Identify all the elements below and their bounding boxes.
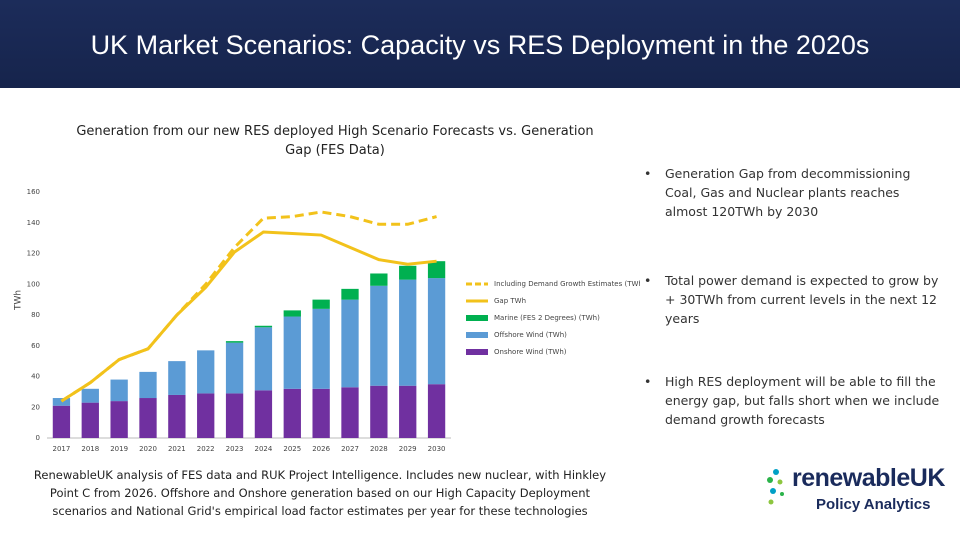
bullet: • Total power demand is expected to grow …: [644, 273, 939, 326]
legend-label: Gap TWh: [494, 297, 526, 305]
line-series: [60, 230, 437, 403]
x-tick-label: 2021: [168, 445, 186, 453]
bar-segment: [312, 299, 330, 309]
bar-segment: [283, 316, 301, 389]
x-tick-label: 2026: [312, 445, 330, 453]
bullet: • High RES deployment will be able to fil…: [644, 374, 940, 427]
bar-segment: [312, 388, 330, 438]
bar-segment: [52, 398, 71, 406]
bar-segment: [81, 388, 99, 403]
bar-segment: [254, 325, 273, 328]
bullet-text: High RES deployment will be able to fill…: [665, 374, 940, 427]
bar-segment: [341, 288, 359, 300]
logo-name: renewableUK: [792, 464, 945, 492]
legend-swatch: [466, 315, 488, 321]
bar-segment: [341, 387, 359, 438]
x-tick-label: 2030: [428, 445, 446, 453]
y-tick-label: 160: [27, 188, 40, 196]
bar-segment: [168, 394, 186, 438]
bar-segment: [370, 273, 388, 286]
logo-icon: [767, 469, 784, 505]
bar-segment: [399, 265, 417, 280]
bullet: • Generation Gap from decommissioning Coa…: [644, 166, 911, 219]
y-tick-label: 120: [27, 250, 40, 258]
y-axis-label: TWh: [14, 290, 24, 311]
legend-label: Offshore Wind (TWh): [494, 331, 567, 339]
y-tick-label: 0: [36, 434, 40, 442]
bar-segment: [110, 379, 128, 402]
y-tick-label: 20: [31, 403, 40, 411]
y-tick-label: 100: [27, 280, 40, 288]
logo-subtitle: Policy Analytics: [816, 496, 931, 513]
x-tick-label: 2024: [255, 445, 273, 453]
bar-segment: [427, 384, 446, 438]
bar-segment: [197, 393, 215, 438]
bar-segment: [225, 341, 244, 343]
x-tick-label: 2025: [283, 445, 301, 453]
bar-segment: [283, 388, 301, 438]
bar-segment: [283, 310, 301, 317]
bar-segment: [427, 261, 446, 279]
x-tick-label: 2023: [226, 445, 244, 453]
legend-label: Including Demand Growth Estimates (TWh): [494, 280, 640, 288]
x-tick-label: 2022: [197, 445, 215, 453]
bar-segment: [225, 393, 244, 438]
x-tick-label: 2017: [53, 445, 71, 453]
y-tick-label: 80: [31, 311, 40, 319]
bar-segment: [197, 350, 215, 394]
bar-segment: [139, 371, 157, 399]
header: UK Market Scenarios: Capacity vs RES Dep…: [0, 0, 960, 88]
x-tick-label: 2027: [341, 445, 359, 453]
bar-segment: [312, 308, 330, 389]
legend-label: Marine (FES 2 Degrees) (TWh): [494, 314, 600, 322]
bar-segment: [225, 342, 244, 394]
bar-segment: [399, 279, 417, 386]
y-tick-label: 140: [27, 219, 40, 227]
bar-segment: [370, 385, 388, 438]
y-tick-label: 40: [31, 373, 40, 381]
footnote: RenewableUK analysis of FES data and RUK…: [33, 468, 607, 518]
slide-title: UK Market Scenarios: Capacity vs RES Dep…: [90, 30, 870, 60]
logo: renewableUK Policy Analytics: [767, 462, 950, 522]
chart: TWh 0 20 40 60 80 100 120 140 160 2017 2018 2019 2020…: [14, 188, 641, 453]
legend-swatch: [466, 332, 488, 338]
x-tick-label: 2028: [370, 445, 388, 453]
legend-label: Onshore Wind (TWh): [494, 348, 567, 356]
bar-segment: [81, 402, 99, 438]
x-tick-label: 2019: [110, 445, 128, 453]
bar-segment: [399, 385, 417, 438]
y-tick-label: 60: [31, 342, 40, 350]
bullet-text: Total power demand is expected to grow b…: [665, 273, 939, 326]
bar-segment: [52, 405, 71, 438]
bar-segment: [427, 278, 446, 385]
bar-segment: [168, 361, 186, 395]
bar-segment: [110, 401, 128, 438]
bar-segment: [370, 285, 388, 386]
chart-title: Generation from our new RES deployed Hig…: [76, 124, 594, 158]
bullet-text: Generation Gap from decommissioning Coal…: [665, 166, 911, 219]
x-tick-label: 2029: [399, 445, 417, 453]
x-tick-label: 2018: [81, 445, 99, 453]
bullet-list: • Generation Gap from decommissioning Coa…: [640, 164, 940, 429]
bar-segment: [341, 299, 359, 388]
bar-segment: [254, 327, 273, 391]
legend-swatch: [466, 349, 488, 355]
x-tick-label: 2020: [139, 445, 157, 453]
bar-segment: [139, 398, 157, 438]
bar-segment: [254, 390, 273, 438]
